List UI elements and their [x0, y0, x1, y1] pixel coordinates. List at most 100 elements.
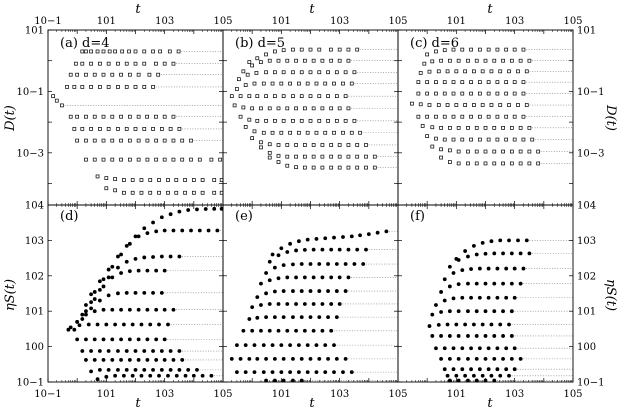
top-y-axis-title: D(t): [3, 105, 18, 132]
data-point: [145, 114, 149, 119]
panel-f: (f): [397, 204, 574, 383]
data-point: [97, 298, 102, 303]
data-point: [154, 337, 159, 342]
data-point: [124, 85, 129, 89]
data-point: [145, 138, 150, 143]
data-point: [308, 262, 313, 266]
data-point: [276, 58, 281, 63]
data-point: [159, 215, 164, 220]
data-point: [466, 254, 470, 259]
panel-grid: (a) d=4 (b) d=5 (c) d=6 (d) (e) (f): [47, 29, 574, 383]
data-point: [113, 188, 117, 193]
data-point: [451, 91, 456, 96]
data-point: [341, 370, 345, 375]
data-point: [98, 127, 102, 131]
data-point: [151, 290, 155, 295]
data-point: [200, 373, 205, 378]
data-point: [291, 94, 295, 99]
data-point: [84, 49, 88, 54]
data-point: [504, 295, 509, 300]
data-point: [469, 91, 473, 96]
x-tick-label: 105: [563, 16, 582, 27]
series-5: [434, 295, 517, 307]
data-point: [483, 161, 488, 166]
data-point: [498, 322, 503, 327]
data-point: [272, 356, 277, 361]
data-point: [80, 61, 85, 66]
data-point: [456, 309, 461, 314]
data-point: [451, 137, 456, 142]
data-point: [434, 303, 438, 307]
panel-e: (e): [222, 204, 399, 383]
y-tick-label: 104: [25, 201, 44, 212]
data-point: [281, 315, 286, 320]
data-point: [454, 373, 459, 378]
data-point: [294, 165, 298, 170]
data-point: [447, 309, 452, 314]
data-point: [337, 47, 342, 52]
data-point: [154, 229, 159, 234]
data-point: [279, 343, 284, 348]
x-tick-label: 101: [447, 16, 466, 27]
data-point: [420, 124, 425, 128]
data-point: [264, 315, 268, 320]
data-point: [142, 367, 147, 372]
data-point: [89, 49, 93, 54]
data-point: [101, 284, 106, 289]
series-2: [447, 251, 532, 269]
data-point: [337, 247, 342, 252]
data-point: [364, 154, 368, 159]
data-point: [434, 136, 438, 141]
data-point: [80, 317, 85, 321]
data-point: [311, 302, 316, 306]
data-point: [68, 114, 73, 119]
y-tick-label: 10−1: [17, 87, 44, 98]
series-11: [439, 155, 541, 166]
data-point: [247, 60, 252, 64]
data-point: [302, 154, 307, 159]
data-point: [148, 373, 153, 378]
data-point: [281, 378, 286, 383]
data-point: [72, 85, 77, 89]
data-point: [122, 178, 126, 182]
data-point: [264, 291, 268, 296]
data-point: [302, 275, 307, 280]
data-point: [235, 343, 239, 348]
data-point: [332, 81, 336, 86]
data-point: [101, 138, 106, 143]
data-point: [504, 91, 509, 96]
data-point: [477, 367, 482, 372]
data-point: [448, 125, 452, 130]
data-point: [145, 157, 150, 162]
data-point: [425, 91, 430, 96]
x-axis-title: t: [309, 2, 315, 17]
series-1: [425, 47, 526, 57]
data-point: [509, 334, 514, 338]
data-point: [427, 324, 432, 328]
data-point: [195, 207, 199, 212]
data-point: [75, 319, 80, 324]
data-point: [454, 69, 459, 74]
data-point: [245, 72, 250, 77]
data-point: [317, 289, 322, 293]
data-point: [136, 358, 141, 362]
data-point: [507, 373, 511, 378]
data-point: [341, 81, 345, 86]
data-point: [162, 358, 167, 362]
data-point: [124, 259, 129, 264]
data-point: [113, 322, 118, 327]
data-point: [372, 154, 377, 159]
data-point: [133, 234, 138, 239]
panel-c: (c) d=6: [397, 29, 574, 206]
data-point: [279, 370, 284, 375]
data-point: [95, 377, 100, 382]
data-point: [466, 161, 470, 166]
data-point: [425, 52, 430, 57]
data-point: [162, 61, 167, 66]
data-point: [489, 69, 494, 74]
data-point: [317, 94, 322, 99]
data-point: [524, 103, 529, 107]
data-point: [434, 91, 438, 96]
data-point: [92, 309, 97, 314]
data-point: [285, 143, 290, 147]
